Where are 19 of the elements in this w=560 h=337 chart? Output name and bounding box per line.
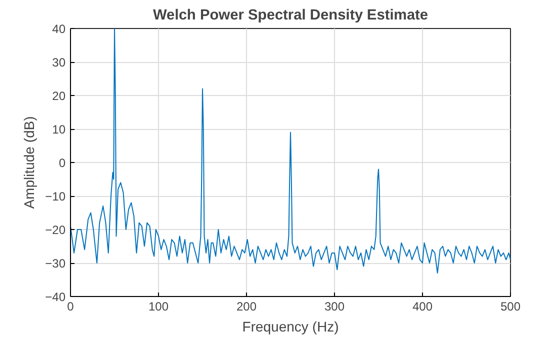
x-tick-label: 200 bbox=[236, 300, 257, 314]
y-tick-label: 30 bbox=[52, 56, 66, 70]
x-tick-label: 100 bbox=[148, 300, 169, 314]
x-tick-label: 400 bbox=[412, 300, 433, 314]
y-tick-label: −20 bbox=[45, 223, 66, 237]
y-tick-label: 10 bbox=[52, 122, 66, 136]
x-tick-label: 500 bbox=[500, 300, 521, 314]
line-series bbox=[70, 28, 510, 274]
y-tick-label: −10 bbox=[45, 190, 66, 204]
y-tick-label: 0 bbox=[58, 156, 66, 170]
x-tick-label: 300 bbox=[324, 300, 345, 314]
y-axis-title: Amplitude (dB) bbox=[21, 116, 38, 209]
x-tick-label: 0 bbox=[67, 300, 74, 314]
x-axis-title: Frequency (Hz) bbox=[242, 318, 339, 334]
y-tick-label: 20 bbox=[52, 89, 66, 103]
y-tick-label: −30 bbox=[45, 256, 66, 270]
y-tick-label: −40 bbox=[45, 290, 66, 304]
y-tick-label: 40 bbox=[52, 22, 66, 36]
chart-title: Welch Power Spectral Density Estimate bbox=[152, 8, 428, 24]
